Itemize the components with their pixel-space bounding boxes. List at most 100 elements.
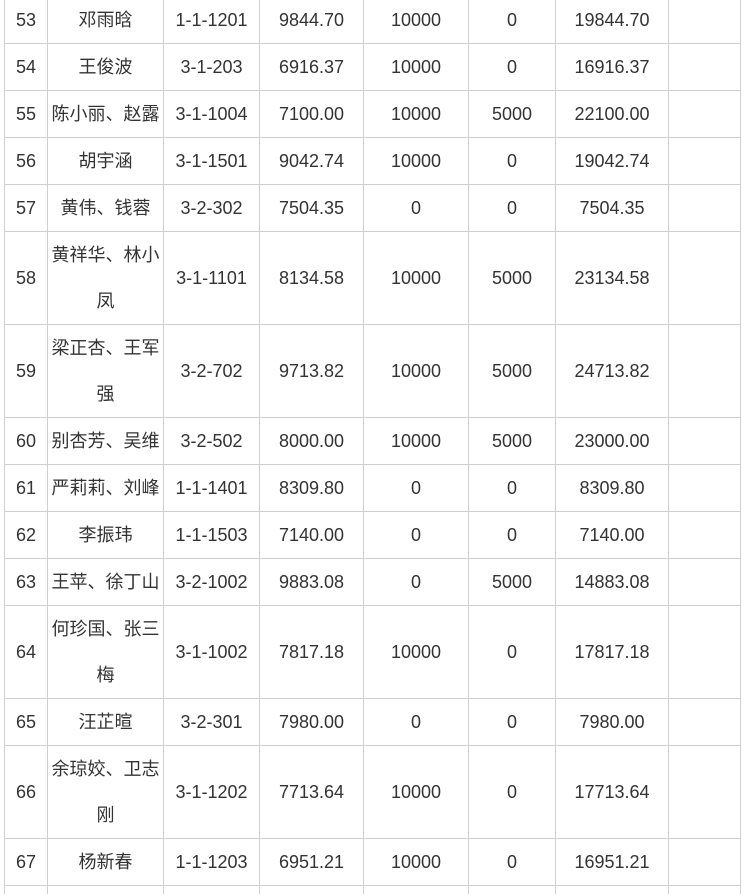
- cell-owner-names: 汪芷暄: [47, 698, 164, 746]
- cell-owner-names: 王俊波: [47, 43, 164, 91]
- cell-total-amount: 23000.00: [555, 417, 669, 465]
- cell-row-number: 66: [4, 745, 48, 839]
- cell-blank: [668, 838, 741, 886]
- cell-unit-number: 3-2-301: [163, 698, 260, 746]
- table-row: 60 别杏芳、吴维 3-2-502 8000.00 10000 5000 230…: [4, 417, 741, 465]
- cell-blank: [668, 0, 741, 44]
- cell-subsidy-a: [363, 885, 469, 894]
- table-row: 53 邓雨晗 1-1-1201 9844.70 10000 0 19844.70: [4, 0, 741, 44]
- cell-blank: [668, 464, 741, 512]
- cell-subsidy-a: 10000: [363, 0, 469, 44]
- cell-owner-names: 别杏芳、吴维: [47, 417, 164, 465]
- cell-subsidy-b: 0: [468, 464, 556, 512]
- cell-base-amount: 8000.00: [259, 417, 364, 465]
- cell-owner-names: 陈小丽、赵露: [47, 90, 164, 138]
- cell-owner-names: 邓雨晗: [47, 0, 164, 44]
- cell-total-amount: 14883.08: [555, 558, 669, 606]
- table-row: 55 陈小丽、赵露 3-1-1004 7100.00 10000 5000 22…: [4, 90, 741, 138]
- cell-total-amount: 8309.80: [555, 464, 669, 512]
- cell-unit-number: 3-1-1101: [163, 231, 260, 325]
- cell-blank: [668, 137, 741, 185]
- cell-subsidy-b: [468, 885, 556, 894]
- table-row: 57 黄伟、钱蓉 3-2-302 7504.35 0 0 7504.35: [4, 184, 741, 232]
- cell-blank: [668, 231, 741, 325]
- cell-subsidy-b: 0: [468, 605, 556, 699]
- cell-owner-names: 黄祥华、林小凤: [47, 231, 164, 325]
- cell-total-amount: 16951.21: [555, 838, 669, 886]
- cell-base-amount: 9713.82: [259, 324, 364, 418]
- cell-unit-number: 3-1-1002: [163, 605, 260, 699]
- table-row: 63 王苹、徐丁山 3-2-1002 9883.08 0 5000 14883.…: [4, 558, 741, 606]
- cell-subsidy-a: 0: [363, 184, 469, 232]
- cell-subsidy-a: 10000: [363, 137, 469, 185]
- cell-subsidy-a: 0: [363, 558, 469, 606]
- cell-unit-number: 3-1-1004: [163, 90, 260, 138]
- cell-row-number: 62: [4, 511, 48, 559]
- cell-blank: [668, 417, 741, 465]
- table-row: 65 汪芷暄 3-2-301 7980.00 0 0 7980.00: [4, 698, 741, 746]
- cell-row-number: 67: [4, 838, 48, 886]
- cell-row-number: 63: [4, 558, 48, 606]
- cell-row-number: 55: [4, 90, 48, 138]
- cell-total-amount: 16916.37: [555, 43, 669, 91]
- cell-unit-number: [163, 885, 260, 894]
- cell-unit-number: 3-2-302: [163, 184, 260, 232]
- table-row: 56 胡宇涵 3-1-1501 9042.74 10000 0 19042.74: [4, 137, 741, 185]
- cell-row-number: 64: [4, 605, 48, 699]
- cell-total-amount: 19042.74: [555, 137, 669, 185]
- cell-unit-number: 3-1-203: [163, 43, 260, 91]
- cell-base-amount: 7100.00: [259, 90, 364, 138]
- cell-base-amount: 8309.80: [259, 464, 364, 512]
- cell-total-amount: 7140.00: [555, 511, 669, 559]
- cell-base-amount: 9844.70: [259, 0, 364, 44]
- table-row: 62 李振玮 1-1-1503 7140.00 0 0 7140.00: [4, 511, 741, 559]
- cell-subsidy-b: 0: [468, 43, 556, 91]
- cell-owner-names: 严莉莉、刘峰: [47, 464, 164, 512]
- cell-subsidy-a: 10000: [363, 605, 469, 699]
- cell-base-amount: 6916.37: [259, 43, 364, 91]
- cell-owner-names: 余琼姣、卫志刚: [47, 745, 164, 839]
- cell-total-amount: 24713.82: [555, 324, 669, 418]
- cell-total-amount: 7504.35: [555, 184, 669, 232]
- cell-unit-number: 3-1-1501: [163, 137, 260, 185]
- cell-blank: [668, 184, 741, 232]
- table-row: 58 黄祥华、林小凤 3-1-1101 8134.58 10000 5000 2…: [4, 231, 741, 325]
- cell-owner-names: 王苹、徐丁山: [47, 558, 164, 606]
- cell-base-amount: 7713.64: [259, 745, 364, 839]
- cell-total-amount: 23134.58: [555, 231, 669, 325]
- cell-unit-number: 3-1-1202: [163, 745, 260, 839]
- table-row: 54 王俊波 3-1-203 6916.37 10000 0 16916.37: [4, 43, 741, 91]
- cell-row-number: 53: [4, 0, 48, 44]
- cell-subsidy-a: 10000: [363, 324, 469, 418]
- cell-subsidy-a: 10000: [363, 231, 469, 325]
- cell-subsidy-a: 10000: [363, 43, 469, 91]
- cell-subsidy-a: 0: [363, 511, 469, 559]
- cell-owner-names: 何珍国、张三梅: [47, 605, 164, 699]
- table-row: [4, 885, 741, 894]
- cell-total-amount: 17817.18: [555, 605, 669, 699]
- cell-subsidy-b: 5000: [468, 417, 556, 465]
- cell-unit-number: 1-1-1203: [163, 838, 260, 886]
- cell-subsidy-a: 10000: [363, 90, 469, 138]
- cell-unit-number: 1-1-1503: [163, 511, 260, 559]
- table-row: 64 何珍国、张三梅 3-1-1002 7817.18 10000 0 1781…: [4, 605, 741, 699]
- cell-row-number: 65: [4, 698, 48, 746]
- cell-total-amount: 17713.64: [555, 745, 669, 839]
- cell-base-amount: 8134.58: [259, 231, 364, 325]
- cell-subsidy-a: 0: [363, 464, 469, 512]
- cell-subsidy-b: 0: [468, 838, 556, 886]
- cell-blank: [668, 511, 741, 559]
- cell-subsidy-b: 0: [468, 511, 556, 559]
- cell-subsidy-b: 5000: [468, 558, 556, 606]
- cell-base-amount: 7504.35: [259, 184, 364, 232]
- cell-row-number: 58: [4, 231, 48, 325]
- cell-unit-number: 3-2-702: [163, 324, 260, 418]
- cell-owner-names: 梁正杏、王军强: [47, 324, 164, 418]
- cell-base-amount: 7980.00: [259, 698, 364, 746]
- cell-unit-number: 3-2-502: [163, 417, 260, 465]
- cell-base-amount: 9042.74: [259, 137, 364, 185]
- table-row: 59 梁正杏、王军强 3-2-702 9713.82 10000 5000 24…: [4, 324, 741, 418]
- cell-base-amount: 6951.21: [259, 838, 364, 886]
- cell-base-amount: [259, 885, 364, 894]
